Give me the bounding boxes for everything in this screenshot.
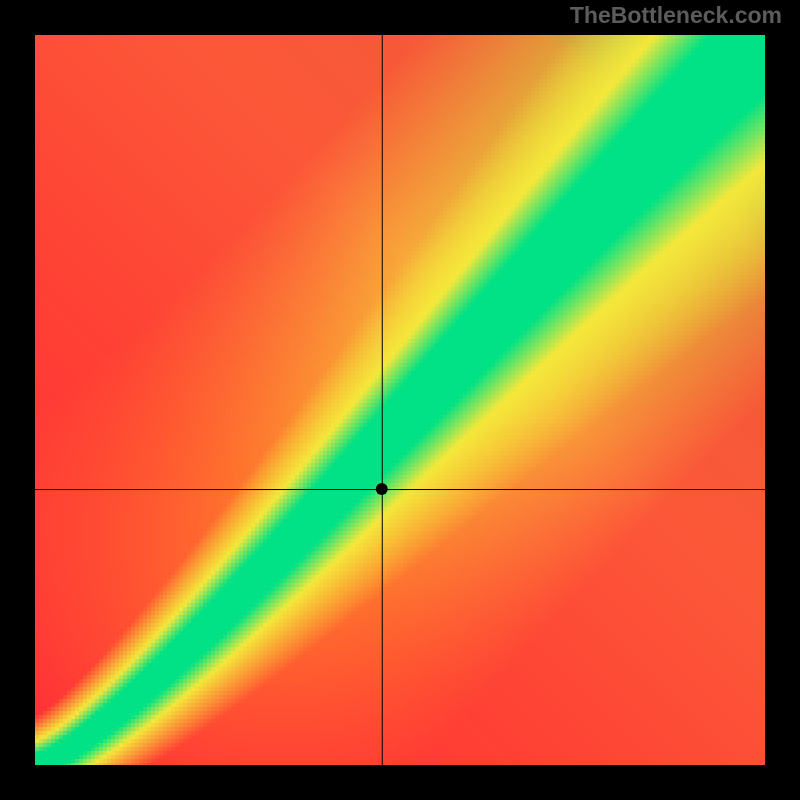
heatmap-chart xyxy=(35,35,765,765)
watermark-text: TheBottleneck.com xyxy=(570,2,782,29)
heatmap-canvas xyxy=(35,35,765,765)
chart-container: TheBottleneck.com xyxy=(0,0,800,800)
